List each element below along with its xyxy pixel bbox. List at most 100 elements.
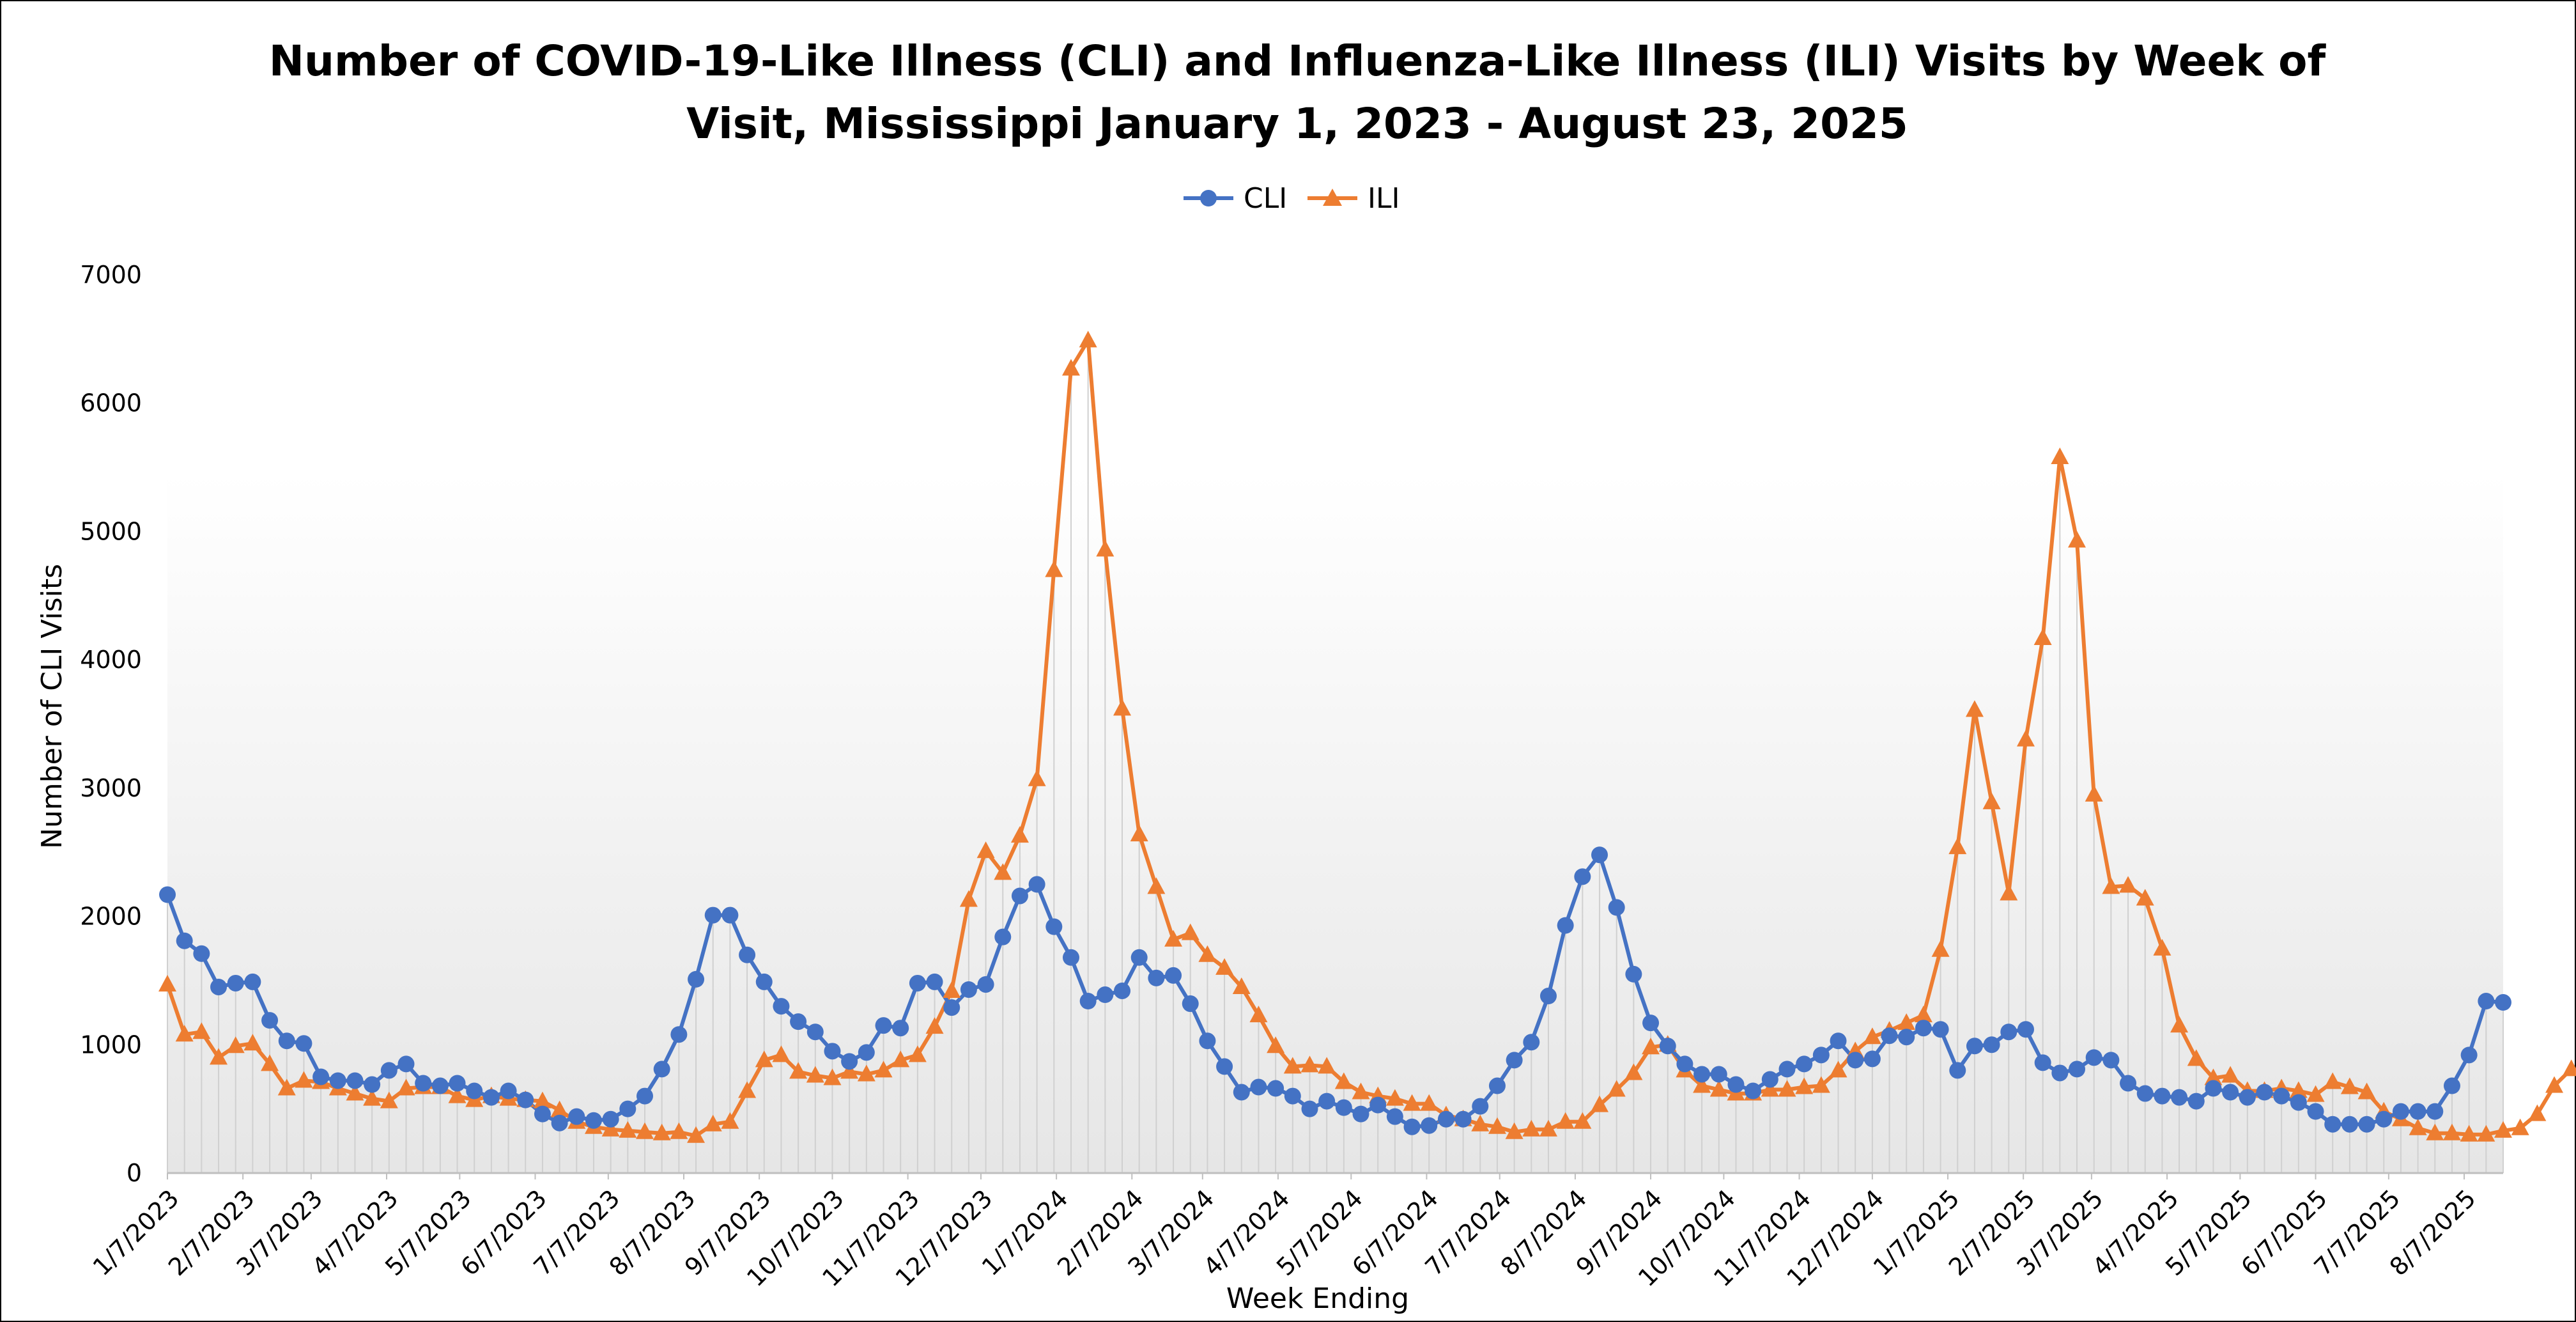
data-point-cli [1778,1061,1796,1078]
data-point-cli [2085,1049,2102,1066]
data-point-ili [1778,1080,1796,1097]
data-point-ili [2324,1072,2342,1089]
data-point-ili [1829,1061,1847,1078]
data-point-cli [1403,1118,1421,1135]
data-point-ili [550,1100,569,1117]
data-point-cli [1062,949,1079,966]
data-point-ili [789,1062,808,1079]
data-point-ili [1863,1027,1881,1045]
data-point-cli [1830,1032,1847,1050]
data-point-ili [2477,1124,2495,1142]
data-point-cli [926,973,943,990]
data-point-cli [1932,1021,1949,1038]
data-point-cli [2290,1094,2307,1111]
data-point-cli [1796,1055,1813,1073]
data-point-ili [2494,1121,2512,1138]
data-point-ili [1403,1094,1421,1111]
data-point-cli [1557,917,1574,934]
data-point-cli [1488,1077,1506,1094]
data-point-ili [2068,531,2086,548]
data-point-cli [2443,1077,2460,1094]
legend-item-cli: CLI [1184,182,1287,215]
series-markers-cli [159,846,2511,1135]
data-point-cli [346,1072,364,1089]
data-point-cli [415,1075,432,1092]
data-point-ili [192,1022,211,1039]
data-point-cli [602,1110,619,1128]
data-point-ili [755,1050,773,1068]
data-point-ili [1300,1055,1319,1073]
data-point-ili [2528,1104,2547,1121]
data-point-ili [1931,940,1950,957]
data-point-cli [1267,1080,1284,1097]
data-point-cli [482,1089,500,1106]
data-point-ili [1045,560,1063,577]
data-point-ili [1522,1119,1541,1137]
data-point-ili [1113,699,1132,716]
data-point-ili [2051,447,2069,465]
data-point-cli [193,945,210,962]
data-point-ili [226,1036,245,1054]
data-point-ili [2426,1123,2444,1140]
data-point-cli [875,1017,892,1034]
data-point-ili [943,981,961,998]
data-point-ili [2102,877,2120,894]
data-point-cli [295,1035,312,1052]
data-point-cli [2409,1103,2426,1120]
data-point-ili [1130,825,1148,842]
data-point-ili [158,974,176,992]
data-point-cli [1182,995,1199,1013]
data-point-ili [1505,1122,1523,1139]
data-point-cli [1318,1093,1336,1110]
data-point-ili [2460,1124,2478,1142]
data-point-ili [1965,700,1984,717]
data-point-cli [2460,1046,2478,1064]
data-point-cli [2120,1075,2137,1092]
data-point-cli [2000,1023,2017,1041]
data-point-ili [210,1048,228,1065]
data-point-ili [1539,1119,1557,1137]
data-point-ili [277,1078,296,1096]
data-point-cli [2136,1085,2154,1102]
data-point-cli [1574,868,1591,885]
data-point-cli [1165,967,1182,984]
data-point-cli [585,1112,602,1129]
data-point-cli [278,1032,295,1050]
legend-marker-cli [1200,190,1217,206]
data-point-ili [652,1123,671,1140]
data-point-cli [670,1026,688,1043]
legend-label-ili: ILI [1368,182,1400,215]
data-point-cli [1148,969,1165,986]
data-point-ili [2306,1085,2325,1102]
data-point-cli [159,886,176,903]
data-point-cli [364,1076,381,1093]
data-point-cli [568,1108,585,1125]
data-point-cli [1949,1062,1966,1079]
data-point-cli [500,1082,517,1100]
x-axis-ticks: 1/7/20232/7/20233/7/20234/7/20235/7/2023… [88,1173,2481,1292]
y-axis-title: Number of CLI Visits [36,564,68,849]
data-point-cli [1421,1117,1438,1134]
data-point-ili [1556,1112,1575,1129]
data-point-cli [2307,1103,2324,1120]
data-point-cli [909,974,926,992]
data-point-cli [1863,1050,1881,1068]
data-point-cli [312,1068,330,1085]
data-point-ili [448,1086,467,1103]
data-point-ili [2409,1118,2427,1135]
data-point-cli [653,1061,670,1078]
data-point-cli [1506,1052,1523,1069]
data-point-ili [2511,1118,2529,1135]
data-point-ili [2170,1016,2189,1033]
data-point-ili [2000,883,2018,901]
data-point-ili [175,1025,194,1042]
data-point-cli [1625,965,1642,983]
data-point-cli [688,970,705,988]
data-point-ili [1982,792,2001,809]
data-point-cli [2171,1089,2188,1106]
data-point-ili [1010,826,1029,843]
data-point-ili [2204,1068,2223,1085]
y-tick-label: 1000 [80,1030,142,1059]
data-point-ili [2289,1081,2308,1098]
data-point-cli [329,1072,346,1089]
